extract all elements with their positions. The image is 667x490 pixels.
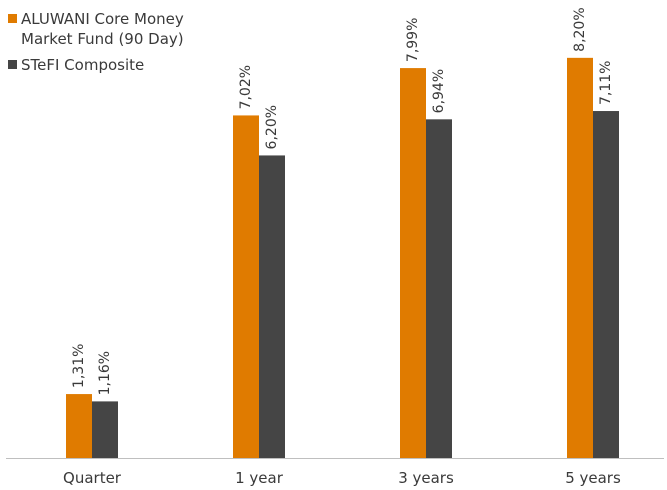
- bar-aluwani-1: [233, 115, 259, 458]
- legend-label-stefi-line-0: STeFI Composite: [21, 56, 144, 74]
- bar-stefi-2: [426, 119, 452, 458]
- bar-aluwani-2: [400, 68, 426, 458]
- bar-aluwani-0: [66, 394, 92, 458]
- data-label-aluwani-1: 7,02%: [238, 65, 254, 109]
- bar-stefi-0: [92, 401, 118, 458]
- data-label-aluwani-2: 7,99%: [405, 18, 421, 62]
- bar-aluwani-3: [567, 57, 593, 459]
- x-axis-tick-labels: Quarter 1 year 3 years 5 years: [63, 469, 621, 487]
- x-tick-label-3: 5 years: [565, 469, 621, 486]
- bar-stefi-3: [593, 111, 619, 459]
- data-label-aluwani-0: 1,31%: [71, 344, 87, 388]
- x-tick-label-2: 3 years: [398, 469, 454, 486]
- data-label-stefi-3: 7,11%: [598, 61, 614, 105]
- legend-item-aluwani: ALUWANI Core Money Market Fund (90 Day): [8, 10, 184, 48]
- legend-label-aluwani-line-1: Market Fund (90 Day): [21, 30, 184, 48]
- legend-swatch-stefi: [8, 60, 17, 69]
- legend-label-aluwani-line-0: ALUWANI Core Money: [21, 10, 184, 28]
- bar-stefi-1: [259, 155, 285, 458]
- data-label-aluwani-3: 8,20%: [572, 7, 588, 51]
- bars: [66, 57, 619, 459]
- legend-item-stefi: STeFI Composite: [8, 56, 144, 74]
- legend-swatch-aluwani: [8, 14, 17, 23]
- x-tick-label-0: Quarter: [63, 469, 122, 486]
- data-labels: 1,31% 7,02% 7,99% 8,20% 1,16% 6,20% 6,94% 7,11%: [71, 7, 614, 395]
- legend: ALUWANI Core Money Market Fund (90 Day) ST…: [8, 10, 184, 74]
- x-tick-label-1: 1 year: [235, 469, 284, 486]
- data-label-stefi-2: 6,94%: [431, 69, 447, 113]
- data-label-stefi-1: 6,20%: [264, 105, 280, 149]
- data-label-stefi-0: 1,16%: [97, 351, 113, 395]
